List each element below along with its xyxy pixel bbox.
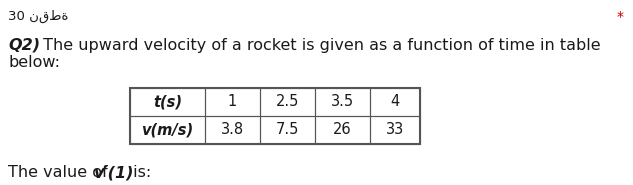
Text: is:: is: — [128, 165, 151, 180]
Bar — [260, 116, 315, 144]
Text: 2.5: 2.5 — [276, 95, 299, 110]
Text: The upward velocity of a rocket is given as a function of time in table: The upward velocity of a rocket is given… — [38, 38, 601, 53]
Text: Q2): Q2) — [8, 38, 40, 53]
Text: v′(1): v′(1) — [94, 165, 134, 180]
Bar — [260, 88, 315, 116]
Bar — [130, 88, 205, 116]
Text: The value of: The value of — [8, 165, 113, 180]
Text: 4: 4 — [391, 95, 399, 110]
Text: 30 نقطة: 30 نقطة — [8, 10, 68, 23]
Text: v(m/s): v(m/s) — [141, 122, 194, 137]
Text: 3.8: 3.8 — [221, 122, 244, 137]
Text: below:: below: — [8, 55, 60, 70]
Bar — [130, 116, 205, 144]
Bar — [370, 88, 420, 116]
Bar — [205, 88, 260, 116]
Bar — [205, 116, 260, 144]
Text: 26: 26 — [333, 122, 352, 137]
Text: 33: 33 — [386, 122, 404, 137]
Text: t(s): t(s) — [153, 95, 182, 110]
Bar — [315, 88, 370, 116]
Bar — [130, 88, 420, 144]
Text: 1: 1 — [228, 95, 237, 110]
Bar — [370, 116, 420, 144]
Text: *: * — [617, 10, 624, 24]
Text: 3.5: 3.5 — [331, 95, 354, 110]
Text: 7.5: 7.5 — [276, 122, 299, 137]
Bar — [315, 116, 370, 144]
